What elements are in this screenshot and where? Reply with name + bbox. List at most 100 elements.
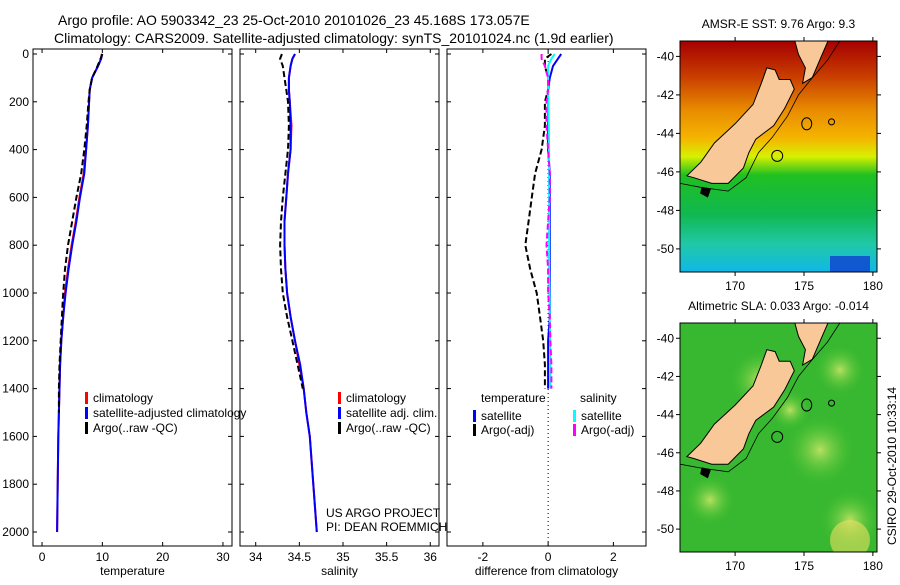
axes-box (239, 48, 440, 547)
legend-label: Argo(..raw -QC) (346, 421, 431, 435)
series-line-argo-raw-qc- (279, 53, 304, 389)
sla-anomaly (685, 475, 735, 525)
legend-swatch (338, 422, 341, 434)
legend-label: Argo(..raw -QC) (93, 421, 178, 435)
depth-contour (680, 41, 841, 192)
y-tick-label: 600 (9, 190, 29, 204)
legend-label: Argo(-adj) (581, 423, 634, 437)
south-island-land (685, 349, 795, 465)
y-tick-label: 400 (9, 143, 29, 157)
series-line-salinity-argo-adj- (540, 54, 553, 389)
y-tick-label: -48 (657, 203, 675, 217)
map-title: Altimetric SLA: 0.033 Argo: -0.014 (688, 299, 869, 313)
legend-header: salinity (580, 391, 617, 405)
map-content (680, 323, 877, 552)
x-tick-label: -2 (478, 550, 489, 564)
timestamp-stamp: CSIRO 29-Oct-2010 10:33:14 (885, 387, 899, 545)
argo-position-marker (771, 149, 784, 162)
y-tick-label: -50 (657, 242, 675, 256)
x-tick-label: 170 (725, 559, 745, 573)
x-tick-label: 0 (39, 550, 46, 564)
x-axis-label: salinity (321, 564, 358, 578)
series-line-satellite-adj-clim- (283, 53, 318, 533)
legend-label: satellite-adjusted climatology (93, 406, 246, 420)
x-tick-label: 0 (545, 550, 552, 564)
y-tick-label: -50 (657, 522, 675, 536)
legend-label: climatology (93, 391, 153, 405)
legend-label: Argo(-adj) (481, 423, 534, 437)
x-tick-label: 36 (424, 550, 438, 564)
seamount-contour (801, 398, 813, 412)
legend-header: temperature (481, 391, 546, 405)
x-axis-label: temperature (100, 564, 165, 578)
y-tick-label: -42 (657, 88, 675, 102)
y-tick-label: -44 (657, 126, 675, 140)
y-tick-label: 1800 (2, 477, 29, 491)
legend-swatch (85, 407, 88, 419)
legend-label: satellite (581, 409, 622, 423)
temperature-profile-panel: 0 10 20 30 temperature 0 200 400 600 800 1000 1200 1… (2, 47, 246, 578)
cold-patch (830, 256, 870, 272)
legend-swatch (85, 422, 88, 434)
y-tick-label: -40 (657, 49, 675, 63)
y-tick-label: 1000 (2, 286, 29, 300)
y-tick-label: 0 (22, 47, 29, 61)
x-axis-label: difference from climatology (475, 564, 618, 578)
x-tick-label: 34 (249, 550, 263, 564)
sla-map-panel: Altimetric SLA: 0.033 Argo: -0.014 170 175… (657, 299, 884, 573)
y-tick-label: 200 (9, 95, 29, 109)
map-title: AMSR-E SST: 9.76 Argo: 9.3 (702, 17, 856, 31)
y-tick-label: 2000 (2, 525, 29, 539)
series-line-temperature-argo-adj- (524, 53, 552, 389)
salinity-profile-panel: 34 34.5 35 35.5 36 salinity climatologysatelli… (239, 48, 440, 578)
series-line-argo-raw-qc- (57, 53, 104, 413)
axes-box (32, 48, 233, 547)
sst-map-panel: AMSR-E SST: 9.76 Argo: 9.3 170 175 180 -40 -4… (657, 17, 884, 293)
x-tick-label: 180 (863, 559, 883, 573)
sla-anomaly (770, 390, 810, 430)
legend-swatch (338, 407, 341, 419)
sla-anomaly (785, 415, 855, 485)
argo-position-marker (771, 430, 784, 443)
y-tick-label: 1200 (2, 334, 29, 348)
north-island-land (794, 41, 829, 85)
x-tick-label: 10 (96, 550, 110, 564)
figure-title-line2: Climatology: CARS2009. Satellite-adjuste… (54, 30, 614, 46)
legend-swatch (85, 392, 88, 404)
legend-label: satellite (481, 409, 522, 423)
x-tick-label: 175 (794, 559, 814, 573)
x-tick-label: 35 (336, 550, 350, 564)
y-tick-label: 1400 (2, 382, 29, 396)
y-tick-label: 1600 (2, 429, 29, 443)
legend-label: satellite adj. clim. (346, 406, 437, 420)
north-island-land (794, 323, 829, 366)
x-tick-label: 175 (794, 279, 814, 293)
x-tick-label: 35.5 (375, 550, 399, 564)
x-tick-label: 170 (725, 279, 745, 293)
x-tick-label: 34.5 (288, 550, 312, 564)
x-tick-label: 20 (156, 550, 170, 564)
pi-label: PI: DEAN ROEMMICH (326, 520, 447, 534)
y-tick-label: 800 (9, 238, 29, 252)
y-tick-label: -40 (657, 331, 675, 345)
y-tick-label: -42 (657, 369, 675, 383)
x-tick-label: 30 (216, 550, 230, 564)
south-island-land (685, 67, 795, 184)
x-tick-label: 2 (610, 550, 617, 564)
sla-high (830, 520, 870, 552)
seamount-contour (801, 117, 813, 131)
depth-contour (680, 323, 841, 473)
series-line-salinity-satellite (547, 53, 556, 389)
legend-label: climatology (346, 391, 406, 405)
axes-box (446, 48, 647, 547)
legend-swatch (338, 392, 341, 404)
legend-swatch (573, 410, 576, 422)
legend-swatch (473, 424, 476, 436)
figure-title-line1: Argo profile: AO 5903342_23 25-Oct-2010 … (58, 12, 530, 28)
y-tick-label: -44 (657, 408, 675, 422)
sla-anomaly (815, 345, 865, 395)
y-tick-label: -48 (657, 484, 675, 498)
project-label: US ARGO PROJECT (326, 506, 441, 520)
